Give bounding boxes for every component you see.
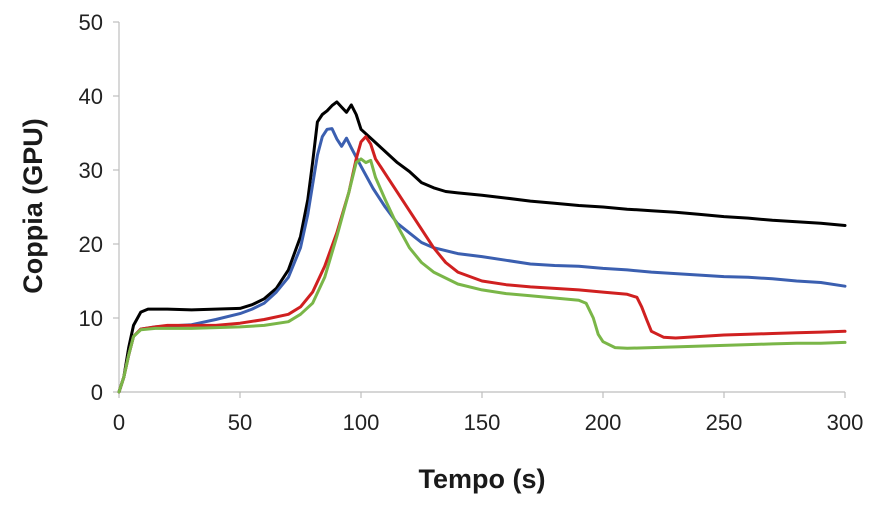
x-tick-label: 200 xyxy=(585,410,622,435)
x-tick-label: 250 xyxy=(706,410,743,435)
x-tick-label: 100 xyxy=(343,410,380,435)
series-group xyxy=(117,100,847,394)
y-axis-ticks: 0 10 20 30 40 50 xyxy=(79,10,119,405)
y-tick-label: 10 xyxy=(79,306,103,331)
x-tick-label: 300 xyxy=(827,410,864,435)
y-tick-label: 40 xyxy=(79,84,103,109)
x-axis-title: Tempo (s) xyxy=(419,464,546,494)
x-tick-label: 50 xyxy=(228,410,252,435)
y-tick-label: 0 xyxy=(91,380,103,405)
y-tick-label: 30 xyxy=(79,158,103,183)
x-tick-label: 0 xyxy=(113,410,125,435)
x-axis-ticks: 0 50 100 150 200 250 300 xyxy=(113,392,863,435)
x-tick-label: 150 xyxy=(464,410,501,435)
y-tick-label: 20 xyxy=(79,232,103,257)
series-line-black xyxy=(117,100,847,394)
series-line-red xyxy=(117,135,847,394)
series-line-green xyxy=(117,157,847,394)
y-axis-title: Coppia (GPU) xyxy=(18,118,48,294)
series-line-blue xyxy=(117,127,847,394)
y-tick-label: 50 xyxy=(79,10,103,35)
